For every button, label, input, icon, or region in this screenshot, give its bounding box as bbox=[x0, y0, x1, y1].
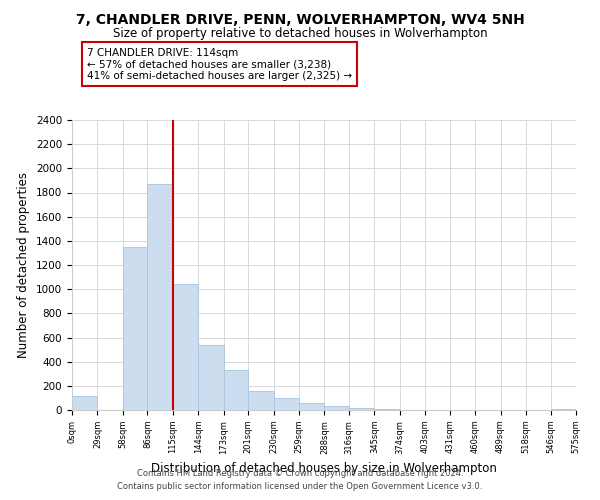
Bar bbox=[72, 396, 97, 410]
Y-axis label: Number of detached properties: Number of detached properties bbox=[17, 172, 31, 358]
Bar bbox=[123, 247, 148, 410]
Bar bbox=[248, 392, 274, 410]
Bar bbox=[299, 403, 325, 410]
Text: Contains public sector information licensed under the Open Government Licence v3: Contains public sector information licen… bbox=[118, 482, 482, 491]
Bar bbox=[325, 406, 349, 410]
Text: Contains HM Land Registry data © Crown copyright and database right 2024.: Contains HM Land Registry data © Crown c… bbox=[137, 468, 463, 477]
Bar bbox=[551, 409, 576, 410]
X-axis label: Distribution of detached houses by size in Wolverhampton: Distribution of detached houses by size … bbox=[151, 462, 497, 475]
Text: 7, CHANDLER DRIVE, PENN, WOLVERHAMPTON, WV4 5NH: 7, CHANDLER DRIVE, PENN, WOLVERHAMPTON, … bbox=[76, 12, 524, 26]
Bar bbox=[349, 408, 374, 410]
Text: Size of property relative to detached houses in Wolverhampton: Size of property relative to detached ho… bbox=[113, 28, 487, 40]
Bar bbox=[148, 184, 173, 410]
Bar bbox=[274, 398, 299, 410]
Bar bbox=[198, 345, 224, 410]
Bar bbox=[173, 284, 198, 410]
Bar bbox=[224, 370, 248, 410]
Text: 7 CHANDLER DRIVE: 114sqm
← 57% of detached houses are smaller (3,238)
41% of sem: 7 CHANDLER DRIVE: 114sqm ← 57% of detach… bbox=[87, 48, 352, 80]
